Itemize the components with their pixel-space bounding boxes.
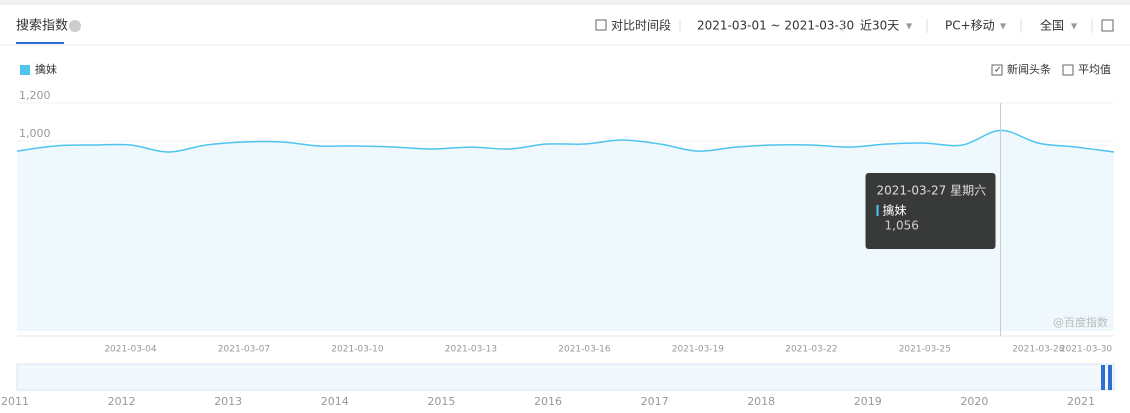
x-tick-label: 2021-03-16 <box>558 345 611 355</box>
checkbox[interactable] <box>991 64 1003 76</box>
region[interactable]: 全国 <box>1040 18 1064 33</box>
help-icon[interactable] <box>69 20 81 32</box>
legend-swatch <box>20 65 30 75</box>
x-tick-label: 2021-03-25 <box>899 345 951 355</box>
timeline-handle[interactable] <box>1108 365 1112 390</box>
year-label: 2014 <box>321 395 349 408</box>
watermark: @百度指数 <box>1053 315 1108 329</box>
news-option[interactable]: 新闻头条 <box>1007 62 1051 76</box>
year-label: 2015 <box>427 395 455 408</box>
period[interactable]: 近30天 <box>860 19 899 33</box>
top-strip <box>0 0 1130 5</box>
check: ✓ <box>994 66 1002 76</box>
x-tick-label: 2021-03-13 <box>445 345 497 355</box>
tooltip-value: 1,056 <box>885 219 919 233</box>
tab-title[interactable]: 搜索指数 <box>16 19 68 34</box>
tab-underline <box>16 42 64 44</box>
timeline[interactable] <box>16 363 1115 391</box>
caret: ▼ <box>1071 22 1078 31</box>
y-tick-label: 1,200 <box>19 89 51 102</box>
date-range[interactable]: 2021-03-01 ~ 2021-03-30 <box>697 19 854 33</box>
timeline-years: 2011 2012 2013 2014 2015 2016 2017 2018 2019 2020… <box>1 395 1095 408</box>
year-label: 2018 <box>747 395 775 408</box>
line <box>16 129 1115 153</box>
export-icon[interactable] <box>1101 19 1114 32</box>
year-label: 2020 <box>960 395 988 408</box>
x-tick-label: 2021-03-28 <box>1012 345 1065 355</box>
x-tick-label: 2021-03-22 <box>785 345 837 355</box>
year-label: 2019 <box>854 395 882 408</box>
x-tick-label: 2021-03-07 <box>218 345 270 355</box>
area-fill <box>17 130 1114 331</box>
timeline-handle[interactable] <box>1101 365 1105 390</box>
year-label: 2011 <box>1 395 29 408</box>
year-label: 2017 <box>641 395 669 408</box>
caret: ▼ <box>1000 22 1007 31</box>
compare[interactable]: 对比时间段 <box>611 18 671 33</box>
legend-label[interactable]: 擒妹 <box>35 62 57 76</box>
x-tick-label: 2021-03-30 <box>1060 345 1113 355</box>
caret: ▼ <box>906 22 913 31</box>
x-tick-label: 2021-03-10 <box>331 345 384 355</box>
x-tick-label: 2021-03-19 <box>672 345 725 355</box>
checkbox[interactable] <box>595 19 607 31</box>
x-tick-label: 2021-03-04 <box>104 345 157 355</box>
tooltip-title: 2021-03-27 星期六 <box>877 184 987 198</box>
y-tick-label: 1,000 <box>19 127 51 140</box>
device[interactable]: PC+移动 <box>945 19 995 33</box>
year-label: 2013 <box>214 395 242 408</box>
year-label: 2016 <box>534 395 562 408</box>
year-label: 2021 <box>1067 395 1095 408</box>
tooltip-swatch <box>876 205 879 216</box>
tooltip-box <box>865 173 996 249</box>
avg-option[interactable]: 平均值 <box>1078 63 1111 76</box>
checkbox[interactable] <box>1062 64 1074 76</box>
year-label: 2012 <box>108 395 136 408</box>
tooltip-series: 擒妹 <box>883 203 907 218</box>
